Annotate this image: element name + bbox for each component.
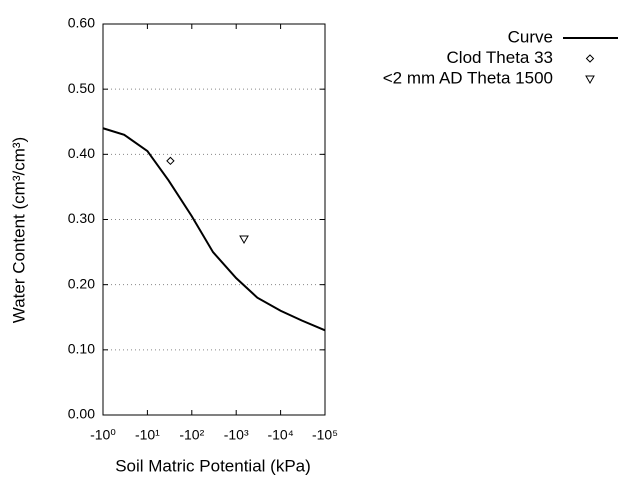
- x-tick-label: -10⁵: [312, 427, 338, 443]
- y-tick-label: 0.10: [68, 341, 95, 357]
- legend-swatch: [585, 75, 595, 85]
- y-tick-label: 0.40: [68, 145, 95, 161]
- curve: [102, 127, 326, 332]
- x-tick-label: -10⁴: [267, 427, 293, 443]
- y-tick-label: 0.20: [68, 275, 95, 291]
- y-axis-label: Water Content (cm³/cm³): [9, 137, 28, 323]
- x-tick-label: -10²: [179, 427, 204, 443]
- x-tick-label: -10³: [224, 427, 249, 443]
- y-tick-label: 0.30: [68, 210, 95, 226]
- marker: [239, 235, 249, 245]
- x-tick-label: -10¹: [135, 427, 160, 443]
- x-tick-label: -10⁰: [90, 427, 116, 443]
- plot-frame: [102, 23, 326, 416]
- y-tick-label: 0.00: [68, 406, 95, 422]
- x-axis-label: Soil Matric Potential (kPa): [115, 456, 311, 475]
- legend-label: <2 mm AD Theta 1500: [383, 68, 553, 87]
- y-tick-label: 0.50: [68, 80, 95, 96]
- legend-label: Clod Theta 33: [447, 48, 553, 67]
- legend-label: Curve: [508, 27, 553, 46]
- y-tick-label: 0.60: [68, 15, 95, 31]
- legend-swatch: [585, 54, 595, 63]
- marker: [166, 156, 175, 166]
